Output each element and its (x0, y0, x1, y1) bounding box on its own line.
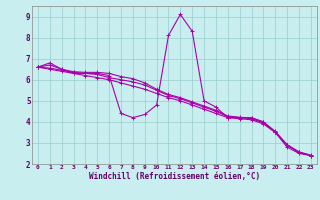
X-axis label: Windchill (Refroidissement éolien,°C): Windchill (Refroidissement éolien,°C) (89, 172, 260, 181)
